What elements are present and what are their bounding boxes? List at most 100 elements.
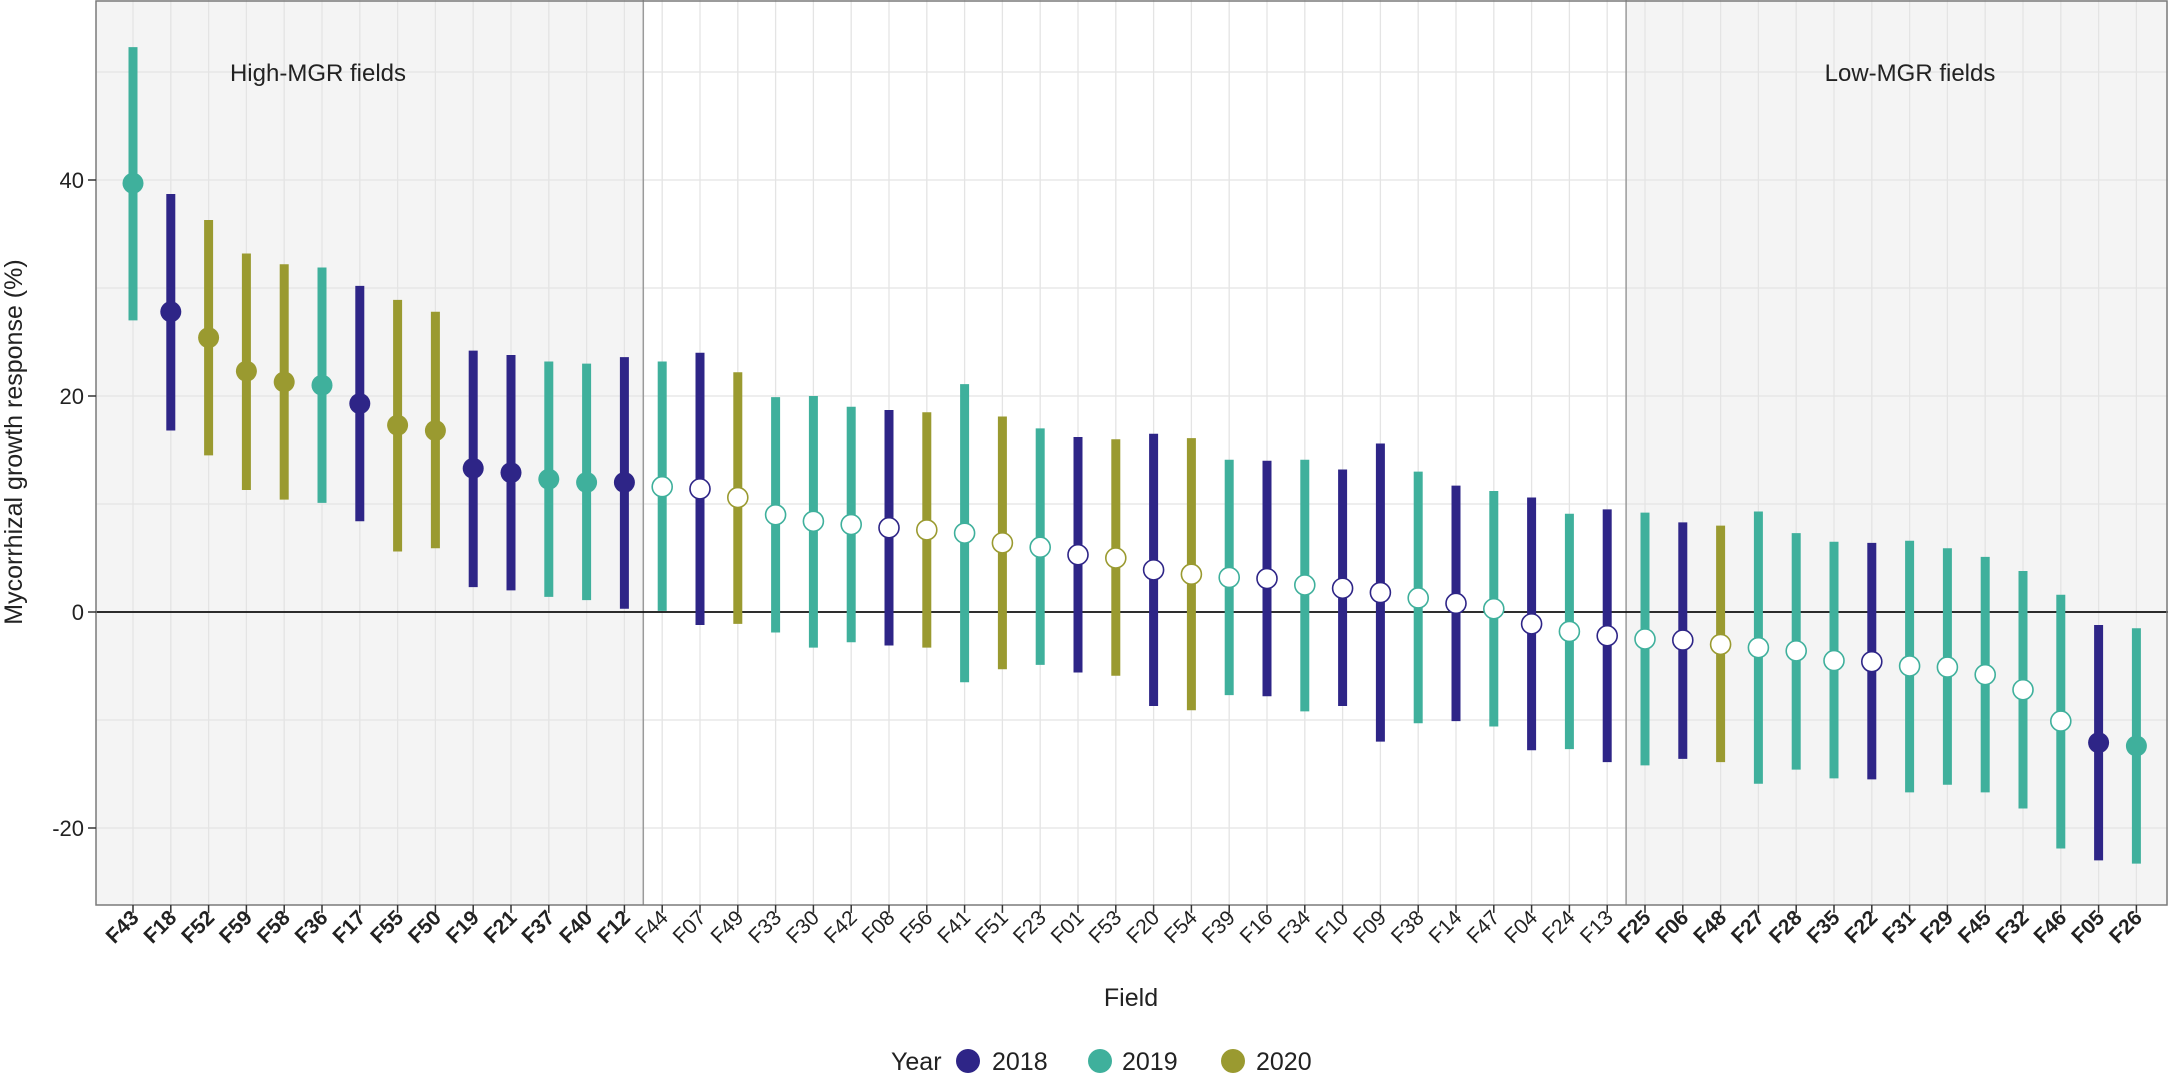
field-F40 <box>576 363 598 601</box>
point-F22 <box>1861 650 1883 673</box>
field-F35 <box>1823 541 1845 779</box>
point-F39 <box>1218 566 1240 589</box>
x-tick-label: F36 <box>291 906 333 948</box>
point-F28 <box>1785 640 1807 662</box>
field-F48 <box>1709 525 1732 763</box>
point-F10 <box>1331 577 1354 600</box>
point-F41 <box>953 522 976 544</box>
point-F34 <box>1294 574 1316 596</box>
point-F14 <box>1445 592 1467 615</box>
x-tick-label: F12 <box>593 906 635 948</box>
field-F53 <box>1105 439 1127 676</box>
field-F30 <box>802 396 825 648</box>
point-F08 <box>878 516 900 539</box>
x-tick-label: F14 <box>1425 906 1467 948</box>
point-F23 <box>1029 536 1051 559</box>
point-F27 <box>1747 636 1770 659</box>
point-F37 <box>538 468 560 490</box>
y-tick-label: 40 <box>60 168 84 193</box>
field-F49 <box>726 372 749 624</box>
point-F32 <box>2012 678 2034 701</box>
field-F25 <box>1634 512 1656 766</box>
y-tick-label: 20 <box>60 384 84 409</box>
field-F37 <box>538 361 560 597</box>
field-F22 <box>1861 542 1883 780</box>
field-F58 <box>273 264 295 500</box>
field-F20 <box>1142 433 1165 706</box>
x-tick-label: F56 <box>895 906 937 948</box>
field-F36 <box>311 267 333 503</box>
field-F51 <box>991 416 1014 670</box>
x-tick-label: F28 <box>1765 906 1807 948</box>
x-tick-label: F05 <box>2067 906 2109 948</box>
field-F27 <box>1747 511 1770 784</box>
field-F26 <box>2125 628 2147 864</box>
field-F16 <box>1256 460 1278 697</box>
point-F01 <box>1067 543 1089 566</box>
legend-title: Year <box>891 1048 942 1076</box>
field-F56 <box>915 412 938 648</box>
point-F19 <box>462 457 484 479</box>
point-F36 <box>311 374 333 396</box>
high-mgr-annotation: High-MGR fields <box>230 60 406 87</box>
x-tick-label: F45 <box>1954 906 1996 948</box>
point-F52 <box>198 327 220 349</box>
background-layer <box>96 0 2168 905</box>
x-tick-label: F46 <box>2029 906 2071 948</box>
x-tick-label: F29 <box>1916 906 1958 948</box>
field-F21 <box>500 354 522 591</box>
point-F58 <box>273 371 295 393</box>
x-tick-label: F19 <box>442 906 484 948</box>
field-F13 <box>1596 509 1618 763</box>
x-tick-label: F04 <box>1500 906 1542 948</box>
field-F07 <box>689 352 711 625</box>
point-F12 <box>613 471 635 493</box>
field-F09 <box>1369 443 1392 742</box>
x-tick-label: F52 <box>177 906 219 948</box>
field-F38 <box>1407 471 1429 724</box>
x-tick-label: F25 <box>1614 906 1656 948</box>
x-tick-label: F39 <box>1198 906 1240 948</box>
x-tick-label: F22 <box>1840 906 1882 948</box>
point-F20 <box>1142 559 1165 581</box>
x-tick-label: F51 <box>971 906 1013 948</box>
point-F07 <box>689 478 711 500</box>
field-F59 <box>235 253 257 490</box>
x-tick-label: F21 <box>480 906 522 948</box>
x-tick-label: F20 <box>1122 906 1164 948</box>
field-F44 <box>651 361 674 611</box>
point-F16 <box>1256 567 1278 590</box>
point-F50 <box>424 420 446 442</box>
point-F54 <box>1180 563 1203 586</box>
y-tick-label: -20 <box>52 816 84 841</box>
legend-label-2019: 2019 <box>1122 1048 1178 1076</box>
point-F35 <box>1823 649 1845 672</box>
x-tick-label: F27 <box>1727 906 1769 948</box>
field-F33 <box>764 397 787 633</box>
field-F01 <box>1067 437 1089 673</box>
point-F59 <box>235 360 257 382</box>
field-F47 <box>1483 491 1505 727</box>
x-tick-label: F35 <box>1803 906 1845 948</box>
x-tick-label: F16 <box>1236 906 1278 948</box>
field-F10 <box>1331 469 1354 706</box>
x-tick-label: F32 <box>1992 906 2034 948</box>
legend-label-2020: 2020 <box>1256 1048 1312 1076</box>
point-F25 <box>1634 628 1656 650</box>
x-tick-label: F17 <box>328 906 370 948</box>
point-F48 <box>1709 633 1732 656</box>
point-F05 <box>2088 732 2110 754</box>
point-F31 <box>1898 655 1921 677</box>
high-mgr-region <box>96 0 644 905</box>
x-tick-label: F10 <box>1311 906 1353 948</box>
legend-swatch-2020 <box>1221 1049 1245 1073</box>
x-tick-label: F43 <box>102 906 144 948</box>
point-F29 <box>1936 656 1959 678</box>
x-tick-label: F26 <box>2105 906 2147 948</box>
x-tick-label: F41 <box>933 906 975 948</box>
point-F04 <box>1520 613 1543 635</box>
field-F29 <box>1936 548 1959 785</box>
field-F04 <box>1520 497 1543 751</box>
field-F28 <box>1785 533 1807 770</box>
